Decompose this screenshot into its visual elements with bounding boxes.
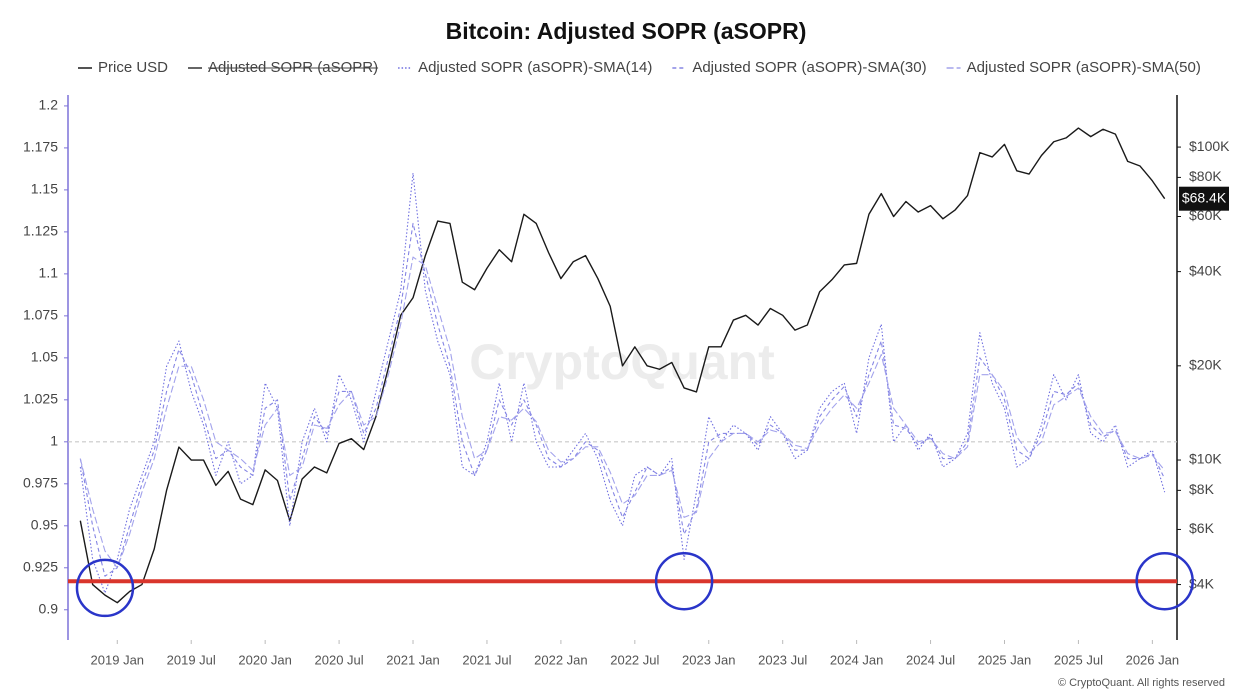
x-tick-label: 2024 Jul: [906, 652, 955, 667]
legend-item[interactable]: Price USD: [78, 59, 168, 76]
sma-line: [79, 172, 1166, 594]
price-line: [79, 127, 1166, 604]
legend-item[interactable]: Adjusted SOPR (aSOPR)-SMA(14): [398, 59, 652, 76]
x-tick-label: 2025 Jul: [1054, 652, 1103, 667]
x-tick-label: 2019 Jan: [91, 652, 145, 667]
y2-tick-label: $60K: [1189, 207, 1222, 223]
y-tick-label: 1.2: [39, 97, 59, 113]
y-tick-label: 1.05: [31, 349, 58, 365]
y-tick-label: 0.925: [23, 558, 58, 574]
price-tag-label: $68.4K: [1182, 189, 1227, 205]
x-tick-label: 2023 Jan: [682, 652, 736, 667]
y-tick-label: 1.175: [23, 139, 58, 155]
x-tick-label: 2021 Jul: [462, 652, 511, 667]
x-tick-label: 2021 Jan: [386, 652, 440, 667]
legend-item[interactable]: Adjusted SOPR (aSOPR)-SMA(50): [946, 59, 1201, 76]
y-tick-label: 0.95: [31, 516, 58, 532]
x-tick-label: 2019 Jul: [167, 652, 216, 667]
highlight-circle: [1135, 551, 1194, 611]
legend-label[interactable]: Price USD: [98, 59, 168, 76]
y2-tick-label: $40K: [1189, 262, 1222, 278]
legend-label[interactable]: Adjusted SOPR (aSOPR)-SMA(14): [418, 59, 652, 76]
y-tick-label: 1.15: [31, 181, 58, 197]
sma-line: [79, 222, 1166, 577]
y2-tick-label: $4K: [1189, 575, 1215, 591]
x-tick-label: 2022 Jul: [610, 652, 659, 667]
x-tick-label: 2023 Jul: [758, 652, 807, 667]
y2-tick-label: $20K: [1189, 357, 1222, 373]
chart-title: Bitcoin: Adjusted SOPR (aSOPR): [446, 18, 807, 44]
y2-tick-label: $8K: [1189, 481, 1215, 497]
x-tick-label: 2024 Jan: [830, 652, 884, 667]
x-tick-label: 2022 Jan: [534, 652, 588, 667]
legend-item[interactable]: Adjusted SOPR (aSOPR): [188, 59, 378, 76]
y-tick-label: 1.125: [23, 223, 58, 239]
x-tick-label: 2020 Jan: [238, 652, 292, 667]
y2-tick-label: $10K: [1189, 451, 1222, 467]
highlight-circle: [75, 558, 135, 618]
legend-label[interactable]: Adjusted SOPR (aSOPR): [208, 59, 378, 76]
sma-line: [79, 256, 1166, 569]
legend-label[interactable]: Adjusted SOPR (aSOPR)-SMA(50): [967, 59, 1201, 76]
y2-tick-label: $100K: [1189, 138, 1230, 154]
price-tag: [1179, 186, 1229, 211]
x-tick-label: 2025 Jan: [978, 652, 1032, 667]
footer: © CryptoQuant. All rights reserved: [1058, 677, 1225, 689]
y-tick-label: 0.9: [39, 600, 59, 616]
y2-tick-label: $80K: [1189, 168, 1222, 184]
y2-tick-label: $6K: [1189, 520, 1215, 536]
y-tick-label: 1.025: [23, 391, 58, 407]
highlight-circle: [654, 551, 714, 611]
x-tick-label: 2026 Jan: [1126, 652, 1180, 667]
x-tick-label: 2020 Jul: [315, 652, 364, 667]
legend-label[interactable]: Adjusted SOPR (aSOPR)-SMA(30): [692, 59, 926, 76]
legend-item[interactable]: Adjusted SOPR (aSOPR)-SMA(30): [672, 59, 927, 76]
y-tick-label: 1: [50, 433, 58, 449]
y-tick-label: 1.1: [39, 265, 59, 281]
y-tick-label: 0.975: [23, 475, 58, 491]
y-tick-label: 1.075: [23, 307, 58, 323]
